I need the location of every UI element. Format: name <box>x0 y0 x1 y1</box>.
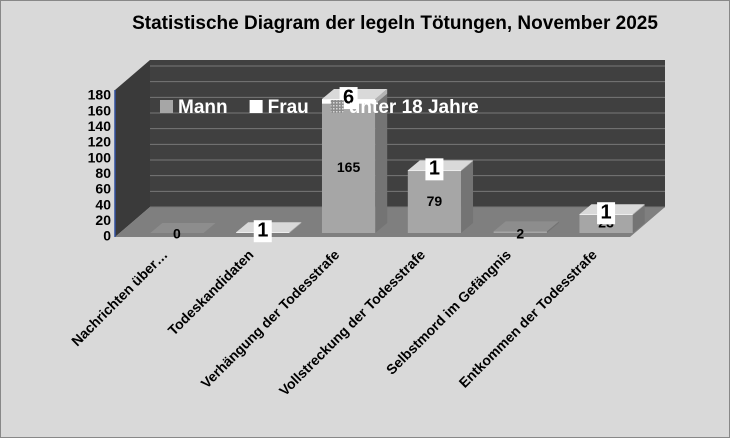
data-label: 79 <box>427 193 443 209</box>
bar <box>321 103 376 233</box>
bar-side <box>461 160 474 172</box>
legend-swatch <box>249 100 263 113</box>
data-label: 1 <box>257 219 268 241</box>
y-tick-label: 160 <box>88 102 112 118</box>
data-label: 1 <box>429 158 440 180</box>
bar <box>493 231 547 233</box>
y-tick-label: 60 <box>95 181 111 197</box>
bar-side <box>546 221 559 233</box>
y-tick-label: 180 <box>88 87 112 103</box>
data-label: 165 <box>337 159 361 175</box>
data-label-box <box>597 202 616 225</box>
bar-side <box>375 89 388 104</box>
side-wall <box>115 60 150 237</box>
y-tick-label: 20 <box>95 212 111 228</box>
data-label-box <box>425 158 444 181</box>
bar <box>150 223 216 233</box>
data-label-box <box>339 87 358 110</box>
chart-title: Statistische Diagram der legeln Tötungen… <box>132 13 658 34</box>
bar-side <box>375 93 388 233</box>
y-tick-label: 140 <box>88 118 112 134</box>
y-tick-label: 80 <box>95 165 111 181</box>
bar-side <box>461 161 474 233</box>
data-label: 1 <box>601 201 612 223</box>
bar-top <box>493 221 559 232</box>
legend-label: Mann <box>178 97 228 118</box>
y-tick-label: 0 <box>103 228 111 244</box>
data-label-box <box>253 220 272 243</box>
y-tick-label: 100 <box>88 149 112 165</box>
y-tick-label: 40 <box>95 196 111 212</box>
bar-side <box>632 204 645 215</box>
bar-side <box>289 222 302 233</box>
legend-label: Frau <box>268 97 309 118</box>
legend-swatch <box>330 100 344 113</box>
data-label: 2 <box>516 226 524 242</box>
bar <box>493 221 559 233</box>
bar-side <box>632 204 645 233</box>
bar-top <box>150 223 216 233</box>
data-label: 0 <box>173 226 181 242</box>
y-tick-label: 120 <box>88 134 112 150</box>
data-label: 6 <box>343 86 354 108</box>
legend-label: unter 18 Jahre <box>349 97 479 118</box>
legend-swatch <box>160 100 173 113</box>
back-wall <box>150 60 665 207</box>
bar <box>407 171 462 233</box>
